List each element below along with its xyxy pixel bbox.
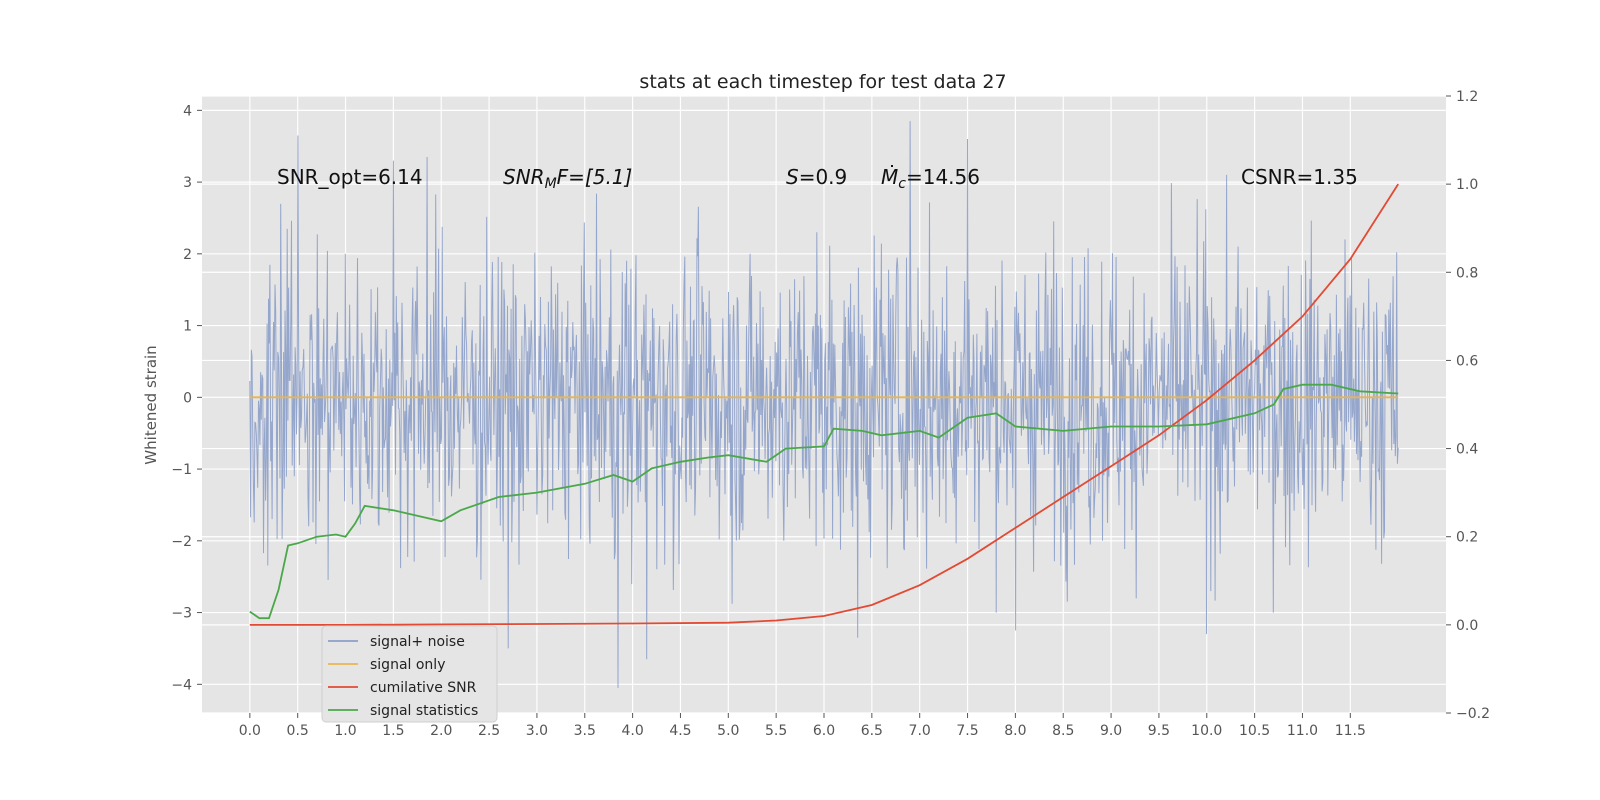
y-left-tick-label: 2 <box>183 247 192 263</box>
x-tick-label: 10.5 <box>1239 723 1270 739</box>
x-tick-label: 3.5 <box>574 723 596 739</box>
x-tick-label: 4.0 <box>621 723 643 739</box>
annotation-snr-opt: SNR_opt=6.14 <box>277 165 423 189</box>
series-signal-noise <box>249 121 1399 688</box>
legend-label: signal statistics <box>370 703 478 719</box>
x-tick-label: 1.5 <box>382 723 404 739</box>
y-left-tick-label: −2 <box>171 534 192 550</box>
annotations: SNR_opt=6.14 SNRMF=[5.1] S=0.9 Mc=14.56 … <box>277 165 1358 192</box>
chart-title: stats at each timestep for test data 27 <box>639 71 1006 93</box>
y-right-tick-label: 0.0 <box>1456 618 1478 634</box>
x-tick-label: 1.0 <box>334 723 356 739</box>
y-right-tick-label: 0.2 <box>1456 530 1478 546</box>
x-tick-label: 3.0 <box>526 723 548 739</box>
annotation-snr-mf: SNRMF=[5.1] <box>503 165 632 192</box>
signal-noise-line <box>249 121 1399 688</box>
x-tick-label: 7.5 <box>956 723 978 739</box>
annotation-mc: Mc=14.56 <box>881 165 980 192</box>
annotation-s: S=0.9 <box>786 165 847 189</box>
x-tick-label: 9.5 <box>1148 723 1170 739</box>
x-tick-label: 5.5 <box>765 723 787 739</box>
legend: signal+ noise signal only cumilative SNR si… <box>321 625 498 723</box>
x-tick-label: 7.0 <box>909 723 931 739</box>
axes: 0.0 0.5 1.0 1.5 2.0 2.5 3.0 3.5 4.0 4.5 5.0 5.5 6.0 6… <box>171 89 1490 739</box>
y-right-tick-label: 0.6 <box>1456 353 1478 369</box>
y-right-tick-label: 1.2 <box>1456 89 1478 105</box>
annotation-snr-mf-subscript: M <box>545 176 557 192</box>
y-right-tick-label: −0.2 <box>1456 706 1490 722</box>
x-tick-label: 11.5 <box>1335 723 1366 739</box>
y-left-tick-label: 4 <box>183 103 192 119</box>
annotation-mc-symbol: M <box>881 165 898 189</box>
x-tick-label: 2.5 <box>478 723 500 739</box>
y-left-tick-label: −1 <box>171 462 192 478</box>
y-left-tick-label: 0 <box>183 390 192 406</box>
annotation-s-value: =0.9 <box>799 165 848 189</box>
x-tick-label: 4.5 <box>669 723 691 739</box>
series-signal-statistics-line <box>249 383 1399 620</box>
annotation-mc-subscript: c <box>898 176 906 192</box>
x-tick-label: 10.0 <box>1191 723 1222 739</box>
x-tick-label: 0.5 <box>287 723 309 739</box>
x-tick-label: 0.0 <box>239 723 261 739</box>
annotation-snr-mf-value: F=[5.1] <box>557 165 633 189</box>
annotation-csnr: CSNR=1.35 <box>1241 165 1358 189</box>
x-tick-label: 5.0 <box>717 723 739 739</box>
y-axis-label: Whitened strain <box>142 345 160 464</box>
x-tick-label: 2.0 <box>430 723 452 739</box>
annotation-s-symbol: S <box>786 165 799 189</box>
x-tick-label: 6.0 <box>813 723 835 739</box>
y-left-tick-label: 3 <box>183 175 192 191</box>
x-tick-label: 9.0 <box>1100 723 1122 739</box>
y-left-tick-label: 1 <box>183 319 192 335</box>
y-right-tick-label: 0.8 <box>1456 265 1478 281</box>
y-right-tick-label: 0.4 <box>1456 442 1478 458</box>
series-cumilative-snr-line <box>249 183 1399 626</box>
legend-box <box>321 625 498 723</box>
x-tick-label: 11.0 <box>1287 723 1318 739</box>
x-tick-label: 8.5 <box>1052 723 1074 739</box>
x-tick-label: 6.5 <box>861 723 883 739</box>
y-left-tick-label: −4 <box>171 677 192 693</box>
series-lines <box>249 183 1399 626</box>
y-right-tick-label: 1.0 <box>1456 177 1478 193</box>
legend-label: signal+ noise <box>370 634 465 650</box>
annotation-mc-value: =14.56 <box>906 165 980 189</box>
x-tick-label: 8.0 <box>1004 723 1026 739</box>
y-left-tick-label: −3 <box>171 606 192 622</box>
legend-label: signal only <box>370 657 445 673</box>
annotation-snr-mf-symbol: SNR <box>503 165 545 189</box>
legend-label: cumilative SNR <box>370 680 477 696</box>
